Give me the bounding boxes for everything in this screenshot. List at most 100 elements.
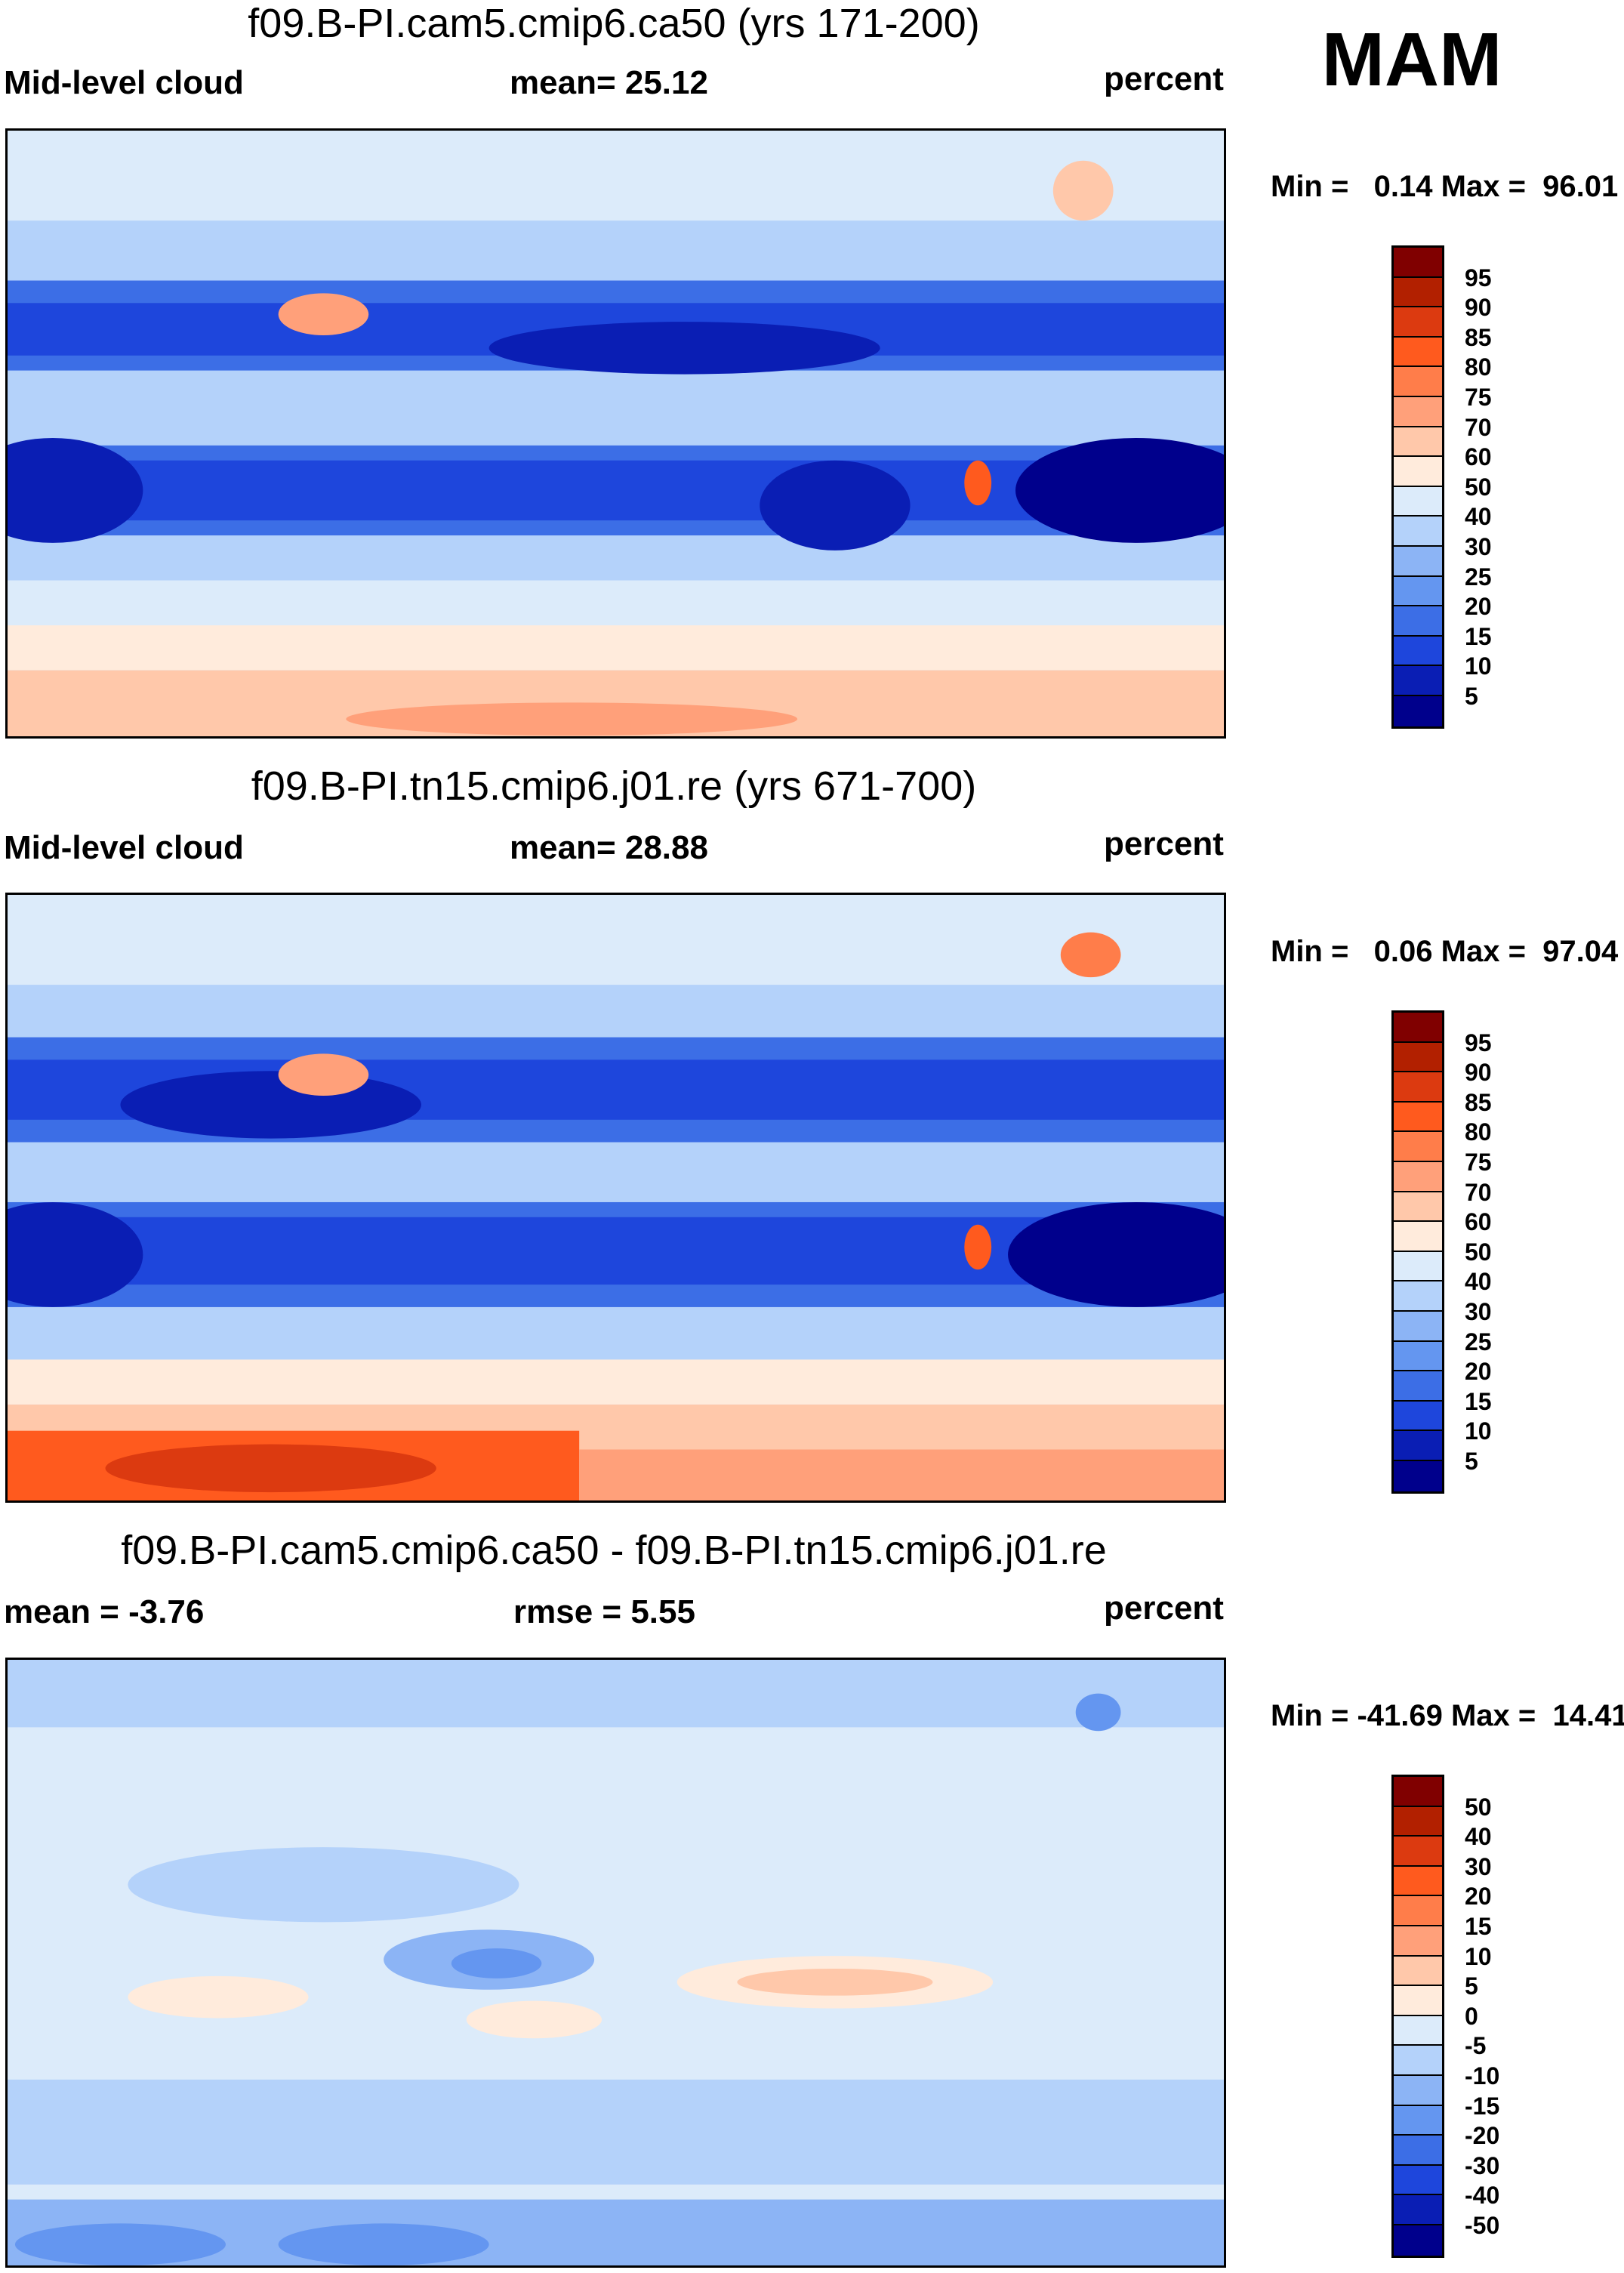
- panel2-variable-label: Mid-level cloud: [4, 829, 244, 866]
- colorbar-swatch: [1394, 1806, 1442, 1837]
- panel2-mean-label: mean= 28.88: [510, 829, 708, 866]
- colorbar-swatch: [1394, 1926, 1442, 1957]
- colorbar-swatch: [1394, 277, 1442, 308]
- colorbar-tick-label: 70: [1465, 1178, 1492, 1206]
- colorbar-swatch: [1394, 695, 1442, 726]
- colorbar-tick-label: 15: [1465, 622, 1492, 650]
- colorbar-swatch: [1394, 1042, 1442, 1073]
- colorbar-tick-label: 90: [1465, 1059, 1492, 1087]
- colorbar-swatch: [1394, 1251, 1442, 1282]
- panel1-colorbar: [1391, 245, 1444, 729]
- colorbar-tick-label: -10: [1465, 2062, 1500, 2089]
- colorbar-tick-label: 70: [1465, 413, 1492, 441]
- colorbar-tick-label: 40: [1465, 1268, 1492, 1296]
- season-label: MAM: [1321, 17, 1502, 102]
- colorbar-swatch: [1394, 517, 1442, 547]
- colorbar-swatch: [1394, 576, 1442, 607]
- colorbar-tick-label: 90: [1465, 294, 1492, 322]
- colorbar-tick-label: 80: [1465, 1118, 1492, 1146]
- colorbar-swatch: [1394, 337, 1442, 368]
- colorbar-swatch: [1394, 1222, 1442, 1252]
- colorbar-swatch: [1394, 1013, 1442, 1043]
- colorbar-swatch: [1394, 1102, 1442, 1133]
- colorbar-swatch: [1394, 1161, 1442, 1192]
- panel2-colorbar: [1391, 1010, 1444, 1494]
- colorbar-tick-label: -50: [1465, 2212, 1500, 2239]
- colorbar-swatch: [1394, 1341, 1442, 1372]
- colorbar-tick-label: 85: [1465, 323, 1492, 351]
- colorbar-swatch: [1394, 2136, 1442, 2166]
- colorbar-tick-label: 40: [1465, 503, 1492, 531]
- panel3-minmax: Min = -41.69 Max = 14.41: [1271, 1699, 1624, 1732]
- colorbar-swatch: [1394, 606, 1442, 637]
- panel3-map: [5, 1658, 1226, 2268]
- colorbar-swatch: [1394, 1431, 1442, 1461]
- colorbar-tick-label: 30: [1465, 1852, 1492, 1880]
- colorbar-tick-label: 50: [1465, 473, 1492, 501]
- colorbar-tick-label: 15: [1465, 1913, 1492, 1940]
- panel2-units-label: percent: [1104, 825, 1224, 862]
- colorbar-tick-label: 75: [1465, 384, 1492, 411]
- colorbar-tick-label: -5: [1465, 2032, 1487, 2060]
- panel1-map: [5, 128, 1226, 739]
- colorbar-tick-label: 5: [1465, 1972, 1478, 2000]
- panel3-colorbar: [1391, 1775, 1444, 2258]
- panel3-rmse-label: rmse = 5.55: [513, 1593, 695, 1630]
- colorbar-tick-label: -15: [1465, 2092, 1500, 2120]
- colorbar-swatch: [1394, 248, 1442, 278]
- colorbar-swatch: [1394, 1192, 1442, 1223]
- colorbar-swatch: [1394, 1777, 1442, 1807]
- colorbar-swatch: [1394, 396, 1442, 427]
- colorbar-tick-label: 25: [1465, 563, 1492, 591]
- colorbar-swatch: [1394, 1986, 1442, 2016]
- colorbar-swatch: [1394, 2105, 1442, 2136]
- colorbar-swatch: [1394, 367, 1442, 397]
- colorbar-swatch: [1394, 2195, 1442, 2225]
- colorbar-swatch: [1394, 427, 1442, 458]
- colorbar-tick-label: 95: [1465, 1029, 1492, 1056]
- panel1-title: f09.B-PI.cam5.cmip6.ca50 (yrs 171-200): [248, 1, 980, 46]
- colorbar-tick-label: 85: [1465, 1088, 1492, 1116]
- colorbar-tick-label: 60: [1465, 443, 1492, 471]
- colorbar-tick-label: -30: [1465, 2151, 1500, 2179]
- colorbar-swatch: [1394, 1956, 1442, 1987]
- colorbar-tick-label: -20: [1465, 2122, 1500, 2150]
- panel1-mean-label: mean= 25.12: [510, 64, 708, 101]
- panel1-variable-label: Mid-level cloud: [4, 64, 244, 101]
- panel2-map: [5, 893, 1226, 1503]
- colorbar-tick-label: 95: [1465, 264, 1492, 291]
- colorbar-swatch: [1394, 1460, 1442, 1491]
- colorbar-swatch: [1394, 486, 1442, 517]
- colorbar-tick-label: 60: [1465, 1208, 1492, 1236]
- panel1-map-field: [8, 131, 1224, 736]
- colorbar-swatch: [1394, 666, 1442, 696]
- colorbar-tick-label: 10: [1465, 1942, 1492, 1970]
- colorbar-tick-label: 30: [1465, 1298, 1492, 1325]
- colorbar-tick-label: 20: [1465, 593, 1492, 621]
- colorbar-tick-label: 40: [1465, 1823, 1492, 1851]
- panel3-units-label: percent: [1104, 1590, 1224, 1627]
- colorbar-tick-label: 20: [1465, 1883, 1492, 1911]
- colorbar-tick-label: 0: [1465, 2002, 1478, 2030]
- colorbar-swatch: [1394, 457, 1442, 487]
- colorbar-swatch: [1394, 2046, 1442, 2076]
- colorbar-tick-label: 5: [1465, 1448, 1478, 1475]
- panel2-map-field: [8, 895, 1224, 1500]
- colorbar-tick-label: 50: [1465, 1238, 1492, 1266]
- colorbar-swatch: [1394, 1401, 1442, 1432]
- colorbar-tick-label: 15: [1465, 1387, 1492, 1415]
- colorbar-swatch: [1394, 2225, 1442, 2256]
- colorbar-tick-label: 30: [1465, 533, 1492, 560]
- colorbar-tick-label: 20: [1465, 1358, 1492, 1386]
- colorbar-tick-label: 75: [1465, 1149, 1492, 1176]
- colorbar-tick-label: -40: [1465, 2182, 1500, 2210]
- panel1-units-label: percent: [1104, 60, 1224, 97]
- colorbar-swatch: [1394, 1072, 1442, 1103]
- colorbar-tick-label: 10: [1465, 1417, 1492, 1445]
- colorbar-tick-label: 5: [1465, 683, 1478, 710]
- colorbar-tick-label: 25: [1465, 1328, 1492, 1355]
- colorbar-tick-label: 80: [1465, 353, 1492, 381]
- colorbar-swatch: [1394, 307, 1442, 338]
- colorbar-swatch: [1394, 546, 1442, 577]
- panel3-map-field: [8, 1660, 1224, 2265]
